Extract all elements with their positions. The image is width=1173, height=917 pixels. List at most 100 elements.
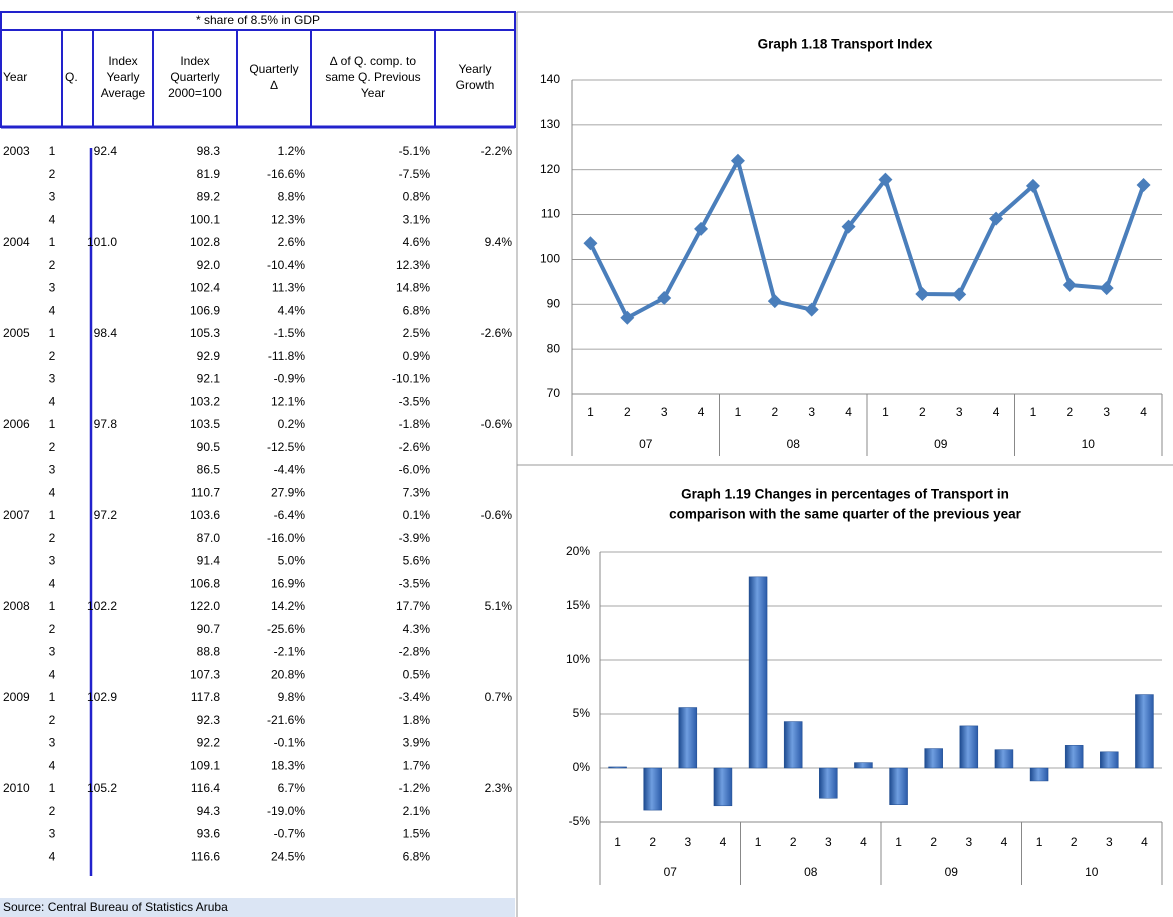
- x-tick-label: 2: [790, 835, 797, 849]
- cell: 88.8: [197, 645, 221, 659]
- cell: -16.6%: [267, 167, 305, 181]
- cell: 2006: [3, 417, 30, 431]
- header-label: Growth: [456, 78, 495, 92]
- cell: 2: [49, 804, 56, 818]
- x-tick-label: 1: [587, 405, 594, 419]
- cell: 97.8: [94, 417, 118, 431]
- y-tick-label: 120: [540, 162, 560, 176]
- cell: 3: [49, 281, 56, 295]
- marker: [1099, 281, 1114, 296]
- cell: 1: [49, 235, 56, 249]
- marker: [767, 294, 782, 309]
- chart-title: Graph 1.18 Transport Index: [758, 37, 933, 52]
- y-tick-label: 140: [540, 72, 560, 86]
- cell: 0.1%: [403, 508, 431, 522]
- x-tick-label: 4: [1141, 835, 1148, 849]
- header-label: ∆: [270, 78, 278, 92]
- x-tick-label: 2: [771, 405, 778, 419]
- cell: 9.8%: [278, 690, 306, 704]
- x-tick-label: 4: [1140, 405, 1147, 419]
- cell: 2: [49, 258, 56, 272]
- header-label: Index: [108, 54, 137, 68]
- group-label: 07: [639, 437, 653, 451]
- chart-title: comparison with the same quarter of the …: [669, 507, 1022, 522]
- y-tick-label: 90: [547, 296, 561, 310]
- cell: 105.3: [190, 326, 220, 340]
- cell: 4.4%: [278, 303, 306, 317]
- header-label: Year: [3, 70, 27, 84]
- cell: 2: [49, 440, 56, 454]
- cell: 4: [49, 758, 56, 772]
- x-tick-label: 2: [624, 405, 631, 419]
- group-label: 07: [664, 865, 678, 879]
- marker: [694, 221, 709, 236]
- cell: -7.5%: [399, 167, 431, 181]
- cell: 102.2: [87, 599, 117, 613]
- marker: [841, 219, 856, 234]
- x-tick-label: 3: [661, 405, 668, 419]
- cell: 102.8: [190, 235, 220, 249]
- cell: 97.2: [94, 508, 118, 522]
- source: Source: Central Bureau of Statistics Aru…: [3, 900, 228, 914]
- header-label: Quarterly: [170, 70, 219, 84]
- cell: 4.3%: [403, 622, 431, 636]
- x-tick-label: 4: [993, 405, 1000, 419]
- cell: -0.9%: [274, 372, 306, 386]
- marker: [1062, 277, 1077, 292]
- cell: -3.4%: [399, 690, 431, 704]
- cell: 12.3%: [396, 258, 430, 272]
- cell: 11.3%: [272, 281, 305, 295]
- x-tick-label: 2: [1071, 835, 1078, 849]
- x-tick-label: 2: [1066, 405, 1073, 419]
- y-tick-label: 80: [547, 341, 561, 355]
- x-tick-label: 1: [735, 405, 742, 419]
- cell: 5.0%: [278, 554, 306, 568]
- cell: 1: [49, 599, 56, 613]
- cell: 3: [49, 554, 56, 568]
- x-tick-label: 3: [684, 835, 691, 849]
- bar: [748, 576, 768, 769]
- x-tick-label: 3: [825, 835, 832, 849]
- group-label: 10: [1082, 437, 1096, 451]
- cell: 2.5%: [403, 326, 431, 340]
- cell: 4: [49, 394, 56, 408]
- cell: -11.8%: [268, 349, 305, 363]
- cell: 110.7: [191, 485, 220, 499]
- group-label: 09: [934, 437, 948, 451]
- x-tick-label: 3: [956, 405, 963, 419]
- cell: 109.1: [190, 758, 220, 772]
- x-tick-label: 1: [755, 835, 762, 849]
- cell: 91.4: [197, 554, 221, 568]
- cell: -6.0%: [399, 463, 431, 477]
- header-label: Index: [180, 54, 209, 68]
- y-tick-label: 70: [547, 386, 561, 400]
- cell: 1: [49, 326, 56, 340]
- cell: 3: [49, 190, 56, 204]
- header-label: Q.: [65, 70, 78, 84]
- cell: -1.2%: [399, 781, 431, 795]
- cell: 107.3: [190, 667, 220, 681]
- cell: 122.0: [190, 599, 220, 613]
- cell: 116.6: [191, 849, 220, 863]
- cell: -0.1%: [274, 736, 306, 750]
- cell: 1: [49, 508, 56, 522]
- cell: 2003: [3, 144, 30, 158]
- cell: 3: [49, 736, 56, 750]
- cell: -2.8%: [399, 645, 431, 659]
- x-tick-label: 3: [808, 405, 815, 419]
- x-tick-label: 2: [919, 405, 926, 419]
- cell: 93.6: [197, 827, 221, 841]
- group-label: 08: [787, 437, 801, 451]
- x-tick-label: 3: [1106, 835, 1113, 849]
- cell: 117.8: [191, 690, 220, 704]
- header-label: same Q. Previous: [325, 70, 420, 84]
- cell: -5.1%: [399, 144, 431, 158]
- cell: 105.2: [87, 781, 117, 795]
- cell: 3.9%: [403, 736, 431, 750]
- cell: 101.0: [87, 235, 117, 249]
- cell: -25.6%: [267, 622, 305, 636]
- cell: 116.4: [191, 781, 220, 795]
- cell: 7.3%: [403, 485, 431, 499]
- cell: 94.3: [197, 804, 221, 818]
- header-label: 2000=100: [168, 86, 222, 100]
